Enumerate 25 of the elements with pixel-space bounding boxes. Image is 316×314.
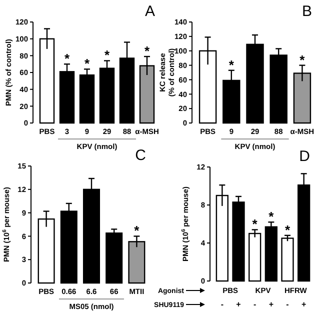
- data-label: *: [104, 48, 110, 63]
- data-label: *: [64, 51, 70, 66]
- bar: [264, 226, 278, 282]
- data-label: *: [228, 57, 235, 72]
- x-tick-label: +: [301, 300, 306, 309]
- chart-title: C: [135, 147, 146, 164]
- data-label: *: [284, 222, 291, 238]
- x-tick-label: +: [268, 300, 274, 309]
- x-tick-label: -: [253, 300, 256, 309]
- bar: [281, 238, 294, 282]
- data-label: *: [252, 216, 258, 232]
- bar: [128, 241, 146, 284]
- bar: [106, 232, 123, 284]
- x-tick-label: -: [286, 300, 290, 309]
- data-label: *: [84, 56, 90, 72]
- chart-title: D: [299, 148, 310, 165]
- chart-title: B: [302, 3, 312, 20]
- x-tick-label: -: [220, 300, 224, 309]
- x-tick-label: +: [236, 300, 242, 309]
- data-label: *: [134, 223, 140, 238]
- data-label: *: [300, 52, 306, 68]
- chart-title: A: [144, 3, 155, 20]
- data-label: *: [268, 209, 275, 224]
- bar: [248, 232, 262, 282]
- data-label: *: [144, 44, 150, 59]
